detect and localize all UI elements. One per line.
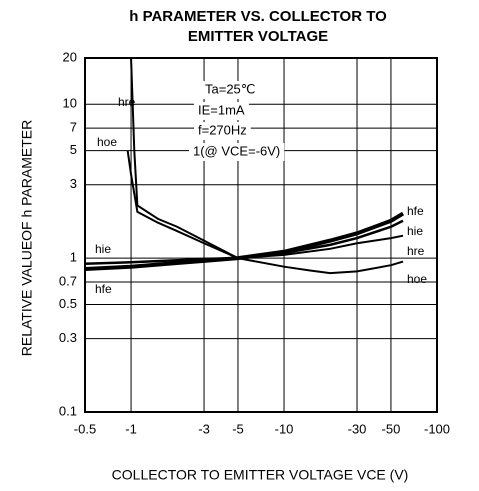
series-label: hre: [407, 244, 425, 258]
y-tick-label: 0.3: [59, 330, 77, 345]
x-tick-label: -10: [275, 421, 294, 436]
y-tick-label: 0.7: [59, 273, 77, 288]
y-tick-label: 3: [70, 176, 77, 191]
y-tick-label: 5: [70, 142, 77, 157]
series-label: hie: [95, 242, 111, 256]
annotation: f=270Hz: [198, 122, 247, 137]
annotation-bg: [194, 102, 249, 120]
annotation-bg: [201, 81, 260, 99]
x-tick-label: -1: [125, 421, 137, 436]
annotation: Ta=25℃: [205, 81, 255, 96]
series-label: hie: [407, 224, 423, 238]
y-tick-label: 0.1: [59, 403, 77, 418]
line: [84, 211, 405, 272]
annotation-bg: [189, 143, 285, 161]
x-axis-label: COLLECTOR TO EMITTER VOLTAGE VCE (V): [112, 467, 409, 483]
plot-frame: [84, 57, 438, 413]
x-tick-label: -0.5: [74, 421, 96, 436]
series-label: hfe: [407, 204, 424, 218]
x-tick-label: -5: [232, 421, 244, 436]
y-tick-label: 20: [63, 49, 77, 64]
x-tick-label: -50: [382, 421, 401, 436]
x-tick-label: -30: [348, 421, 367, 436]
line: [130, 57, 404, 260]
y-tick-label: 1: [70, 250, 77, 265]
series-label: hoe: [97, 135, 117, 149]
series-label: hre: [118, 95, 136, 109]
chart-title: h PARAMETER VS. COLLECTOR TO: [129, 8, 387, 25]
y-axis-label: RELATIVE VALUEOF h PARAMETER: [19, 120, 35, 357]
y-tick-label: 0.5: [59, 296, 77, 311]
line: [126, 150, 404, 275]
annotation: IE=1mA: [198, 102, 245, 117]
y-tick-label: 10: [63, 96, 77, 111]
x-tick-label: -3: [198, 421, 210, 436]
chart-title: EMITTER VOLTAGE: [188, 28, 328, 45]
annotation: 1(@ VCE=-6V): [193, 143, 280, 158]
y-tick-label: 7: [70, 120, 77, 135]
series-label: hfe: [95, 282, 112, 296]
annotation-bg: [194, 122, 251, 140]
series-label: hoe: [407, 272, 427, 286]
x-tick-label: -100: [424, 421, 450, 436]
